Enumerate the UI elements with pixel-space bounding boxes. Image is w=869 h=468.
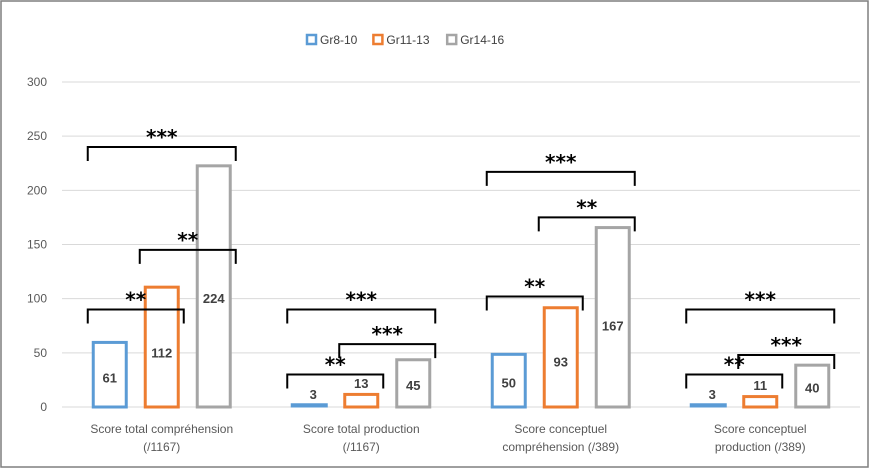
bar [542,306,579,409]
data-label: 112 [151,345,172,360]
data-label: 93 [554,355,568,370]
bar [91,340,128,409]
category-label: Score conceptuel production (/389) [714,422,807,454]
category-label-line: production (/389) [715,440,806,454]
category-label-line: (/1167) [343,440,380,454]
data-label: 3 [310,387,317,402]
significance-bracket [737,354,836,369]
significance-label: ** [125,288,146,312]
category-label: Score conceptuel compréhension (/389) [502,422,619,454]
category-label-line: Score conceptuel [714,422,807,436]
category-label-line: compréhension (/389) [502,440,619,454]
significance-label: *** [146,125,178,149]
data-label: 45 [406,378,420,393]
y-tick-label: 200 [27,183,47,197]
bar [195,164,232,409]
data-label: 13 [354,376,368,391]
significance-bracket [138,248,237,264]
significance-label: *** [771,333,803,357]
significance-bracket [685,308,836,324]
significance-label: *** [545,150,577,174]
significance-bracket [286,373,385,389]
data-label: 61 [103,370,117,385]
bar [490,352,527,409]
data-label: 40 [805,381,819,396]
bar [794,363,831,409]
significance-bracket [286,308,437,324]
legend-label: Gr11-13 [386,33,429,47]
data-label: 50 [502,376,516,391]
significance-bracket [86,146,237,161]
legend-swatch [372,33,384,46]
y-tick-label: 50 [34,346,48,360]
category-label-line: (/1167) [143,440,180,454]
y-tick-label: 100 [27,292,47,306]
significance-label: ** [325,353,346,377]
bar [143,285,180,409]
significance-label: *** [745,288,777,312]
significance-bracket [485,295,584,311]
significance-bracket [338,343,437,359]
y-tick-label: 250 [27,129,47,143]
significance-label: *** [372,322,404,346]
bar [689,403,727,408]
significance-bracket [86,308,185,324]
category-label-line: Score conceptuel [514,422,607,436]
significance-bracket [537,216,636,232]
significance-label: *** [346,288,378,312]
y-tick-label: 300 [27,75,47,89]
data-label: 167 [602,319,624,334]
legend-label: Gr14-16 [460,33,504,47]
y-tick-label: 0 [40,400,47,414]
data-label: 3 [709,387,716,402]
bar [290,403,328,408]
category-label: Score total compréhension (/1167) [90,422,233,454]
significance-label: ** [724,353,745,377]
legend-swatch [305,33,318,46]
bar [343,392,380,409]
legend-swatch [445,33,458,46]
data-label: 224 [203,291,225,306]
bar [395,358,432,409]
bar [594,226,631,409]
significance-bracket [485,170,636,186]
legend-label: Gr8-10 [320,33,358,47]
data-label: 11 [753,378,767,393]
significance-bracket [685,373,784,389]
significance-label: ** [576,195,597,219]
category-label-line: Score total production [303,422,420,436]
significance-label: ** [177,228,198,252]
y-tick-label: 150 [27,238,47,252]
significance-label: ** [524,275,545,299]
bar [742,395,779,409]
category-label: Score total production (/1167) [303,422,420,454]
category-label-line: Score total compréhension [90,422,233,436]
